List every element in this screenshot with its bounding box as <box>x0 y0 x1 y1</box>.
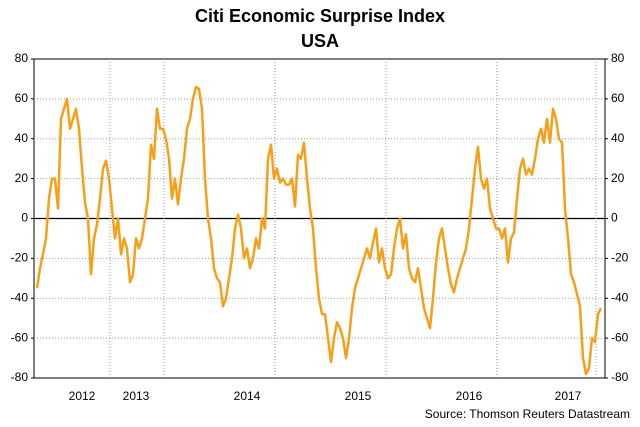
y-tick-label: 20 <box>15 171 29 185</box>
y-tick-label: 0 <box>21 211 28 225</box>
x-tick-label: 2015 <box>345 389 372 403</box>
series-line <box>35 85 603 376</box>
y-tick-label: -40 <box>11 290 29 304</box>
y-tick-label: 80 <box>15 51 29 65</box>
source-note: Source: Thomson Reuters Datastream <box>425 407 630 421</box>
y-tick-label: -20 <box>11 251 29 265</box>
y2-tick-label: -20 <box>611 251 629 265</box>
x-tick-label: 2017 <box>555 389 582 403</box>
y2-tick-label: -80 <box>611 370 629 384</box>
chart-title: Citi Economic Surprise Index <box>195 6 445 26</box>
y2-tick-label: -60 <box>611 330 629 344</box>
y2-tick-label: 80 <box>611 51 625 65</box>
x-tick-label: 2014 <box>234 389 261 403</box>
chart-subtitle: USA <box>301 31 339 51</box>
y2-tick-label: 60 <box>611 91 625 105</box>
x-tick-label: 2013 <box>123 389 150 403</box>
y-tick-label: -80 <box>11 370 29 384</box>
x-tick-label: 2016 <box>456 389 483 403</box>
y2-tick-label: 0 <box>611 211 618 225</box>
y2-tick-label: 20 <box>611 171 625 185</box>
y2-tick-label: -40 <box>611 290 629 304</box>
y-tick-label: 40 <box>15 131 29 145</box>
x-tick-label: 2012 <box>69 389 96 403</box>
y-tick-label: -60 <box>11 330 29 344</box>
y2-tick-label: 40 <box>611 131 625 145</box>
y-tick-label: 60 <box>15 91 29 105</box>
